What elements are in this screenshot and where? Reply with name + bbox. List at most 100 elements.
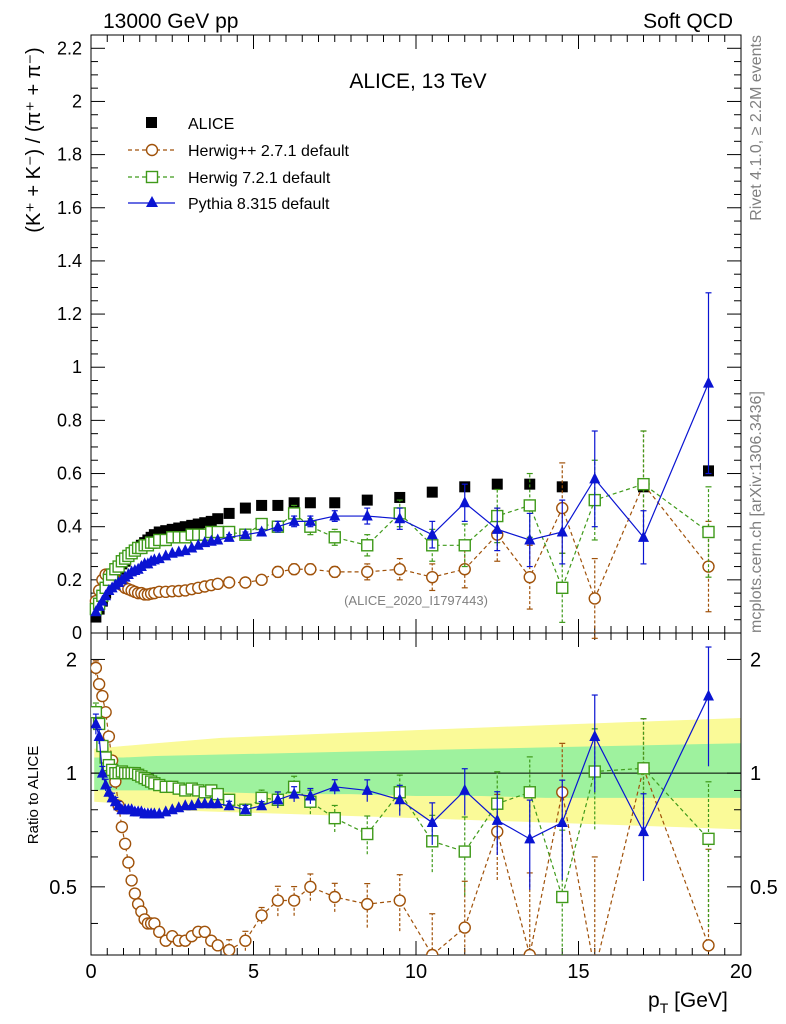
data-point-herwig7 [523,499,536,512]
legend-marker-herwig7 [145,170,159,184]
ratio-point-herwigpp [125,874,138,887]
data-point-alice [272,499,284,511]
data-point-alice [304,497,316,509]
x-axis-label: pT [GeV] [648,989,728,1016]
x-tick-label: 5 [248,961,259,983]
ratio-point-herwigpp [122,856,135,869]
y-tick-label: 2 [72,91,82,111]
data-point-herwigpp [255,573,268,587]
data-point-pythia [329,509,341,521]
data-point-pythia [272,520,284,532]
ratio-series-pythia [91,646,714,890]
data-point-herwig7 [458,539,471,552]
ratio-point-pythia [556,816,568,828]
data-point-alice [205,515,217,527]
y-tick-label: 2.2 [57,38,82,58]
data-point-pythia [361,509,373,521]
ratio-point-pythia [288,787,300,799]
chart-title: ALICE, 13 TeV [349,70,486,93]
ratio-point-herwig7 [328,811,341,825]
data-point-herwigpp [271,565,285,579]
ratio-point-pythia [91,717,102,729]
data-point-pythia [426,528,438,540]
data-point-pythia [589,472,601,484]
y-tick-label: 0.4 [57,517,82,537]
ratio-point-pythia [394,793,406,805]
ratio-point-pythia [239,803,251,815]
data-point-herwigpp [361,565,374,579]
x-tick-label: 15 [567,961,589,983]
ratio-point-herwigpp [393,894,406,907]
data-point-alice [394,491,406,503]
data-point-herwig7 [637,477,650,491]
data-point-pythia [212,533,224,545]
ratio-point-pythia [426,816,438,828]
ratio-y-tick-label-right: 2 [750,649,761,671]
ratio-point-pythia [93,730,105,742]
ratio-point-herwigpp [153,925,166,939]
ratio-point-herwigpp [361,897,374,911]
data-point-alice [153,526,165,538]
y-tick-label: 0.2 [57,570,82,590]
data-point-pythia [459,496,471,508]
y-tick-label: 1.4 [57,251,82,271]
data-point-alice [212,513,224,525]
y-tick-label: 1.6 [57,198,82,218]
legend-label-alice: ALICE [188,116,234,133]
ratio-point-herwig7 [637,762,650,775]
ratio-point-pythia [96,766,108,778]
legend-marker-pythia [146,196,158,207]
data-point-alice [329,497,341,509]
ratio-point-herwigpp [211,939,224,952]
data-point-pythia [524,533,536,545]
ratio-point-pythia [304,789,316,801]
ratio-point-herwig7 [523,786,536,799]
data-point-alice [160,525,172,537]
ratio-point-pythia [212,797,224,809]
ratio-panel-series [91,646,715,976]
data-point-pythia [256,525,268,537]
ratio-point-pythia [589,730,601,742]
y-tick-labels: 0 0.2 0.4 0.6 0.8 1 1.2 1.4 1.6 1.8 2 2.2 0.5 0.5 1 1 2 2 [49,38,778,899]
ratio-point-herwigpp [222,943,236,955]
data-point-pythia [491,522,503,534]
ratio-point-herwigpp [271,894,285,907]
y-tick-label: 0.6 [57,464,82,484]
y-tick-label: 1.2 [57,304,82,324]
ratio-point-herwigpp [118,837,132,851]
ratio-point-pythia [256,799,268,811]
ratio-point-herwigpp [328,890,341,904]
x-tick-labels: 0 5 10 15 20 [85,961,752,983]
series-pythia [90,292,714,617]
data-point-herwigpp [211,577,224,591]
ratio-point-pythia [703,689,714,701]
data-point-alice [186,519,198,531]
y-axis-label: (K⁺ + K⁻) / (π⁺ + π⁻) [23,47,45,232]
data-point-herwigpp [287,563,301,576]
legend-label-herwig7: Herwig 7.2.1 default [188,170,331,187]
ratio-point-herwigpp [92,677,106,691]
data-point-alice [491,478,503,490]
ratio-series-herwigpp [91,660,715,976]
legend-label-pythia: Pythia 8.315 default [188,196,330,213]
main-panel-series [89,292,715,639]
ratio-point-pythia [272,793,284,805]
ratio-point-herwigpp [91,661,103,675]
ratio-point-herwig7 [556,890,569,904]
ratio-point-herwigpp [589,965,600,976]
ratio-point-herwigpp [702,939,715,952]
data-point-alice [173,522,185,534]
data-point-pythia [638,530,649,542]
ratio-point-herwig7 [702,832,715,846]
ratio-point-herwigpp [198,925,211,939]
ratio-point-herwigpp [128,887,142,900]
y-tick-label: 0.8 [57,410,82,430]
ratio-point-herwig7 [458,845,471,858]
ratio-y-axis-label: Ratio to ALICE [25,746,42,844]
data-point-alice [524,478,536,490]
ratio-y-tick-label-right: 1 [750,763,761,785]
ratio-point-pythia [638,825,649,837]
legend: ALICE Herwig++ 2.7.1 default Herwig 7.2.… [128,116,350,213]
x-tick-label: 20 [730,961,752,983]
